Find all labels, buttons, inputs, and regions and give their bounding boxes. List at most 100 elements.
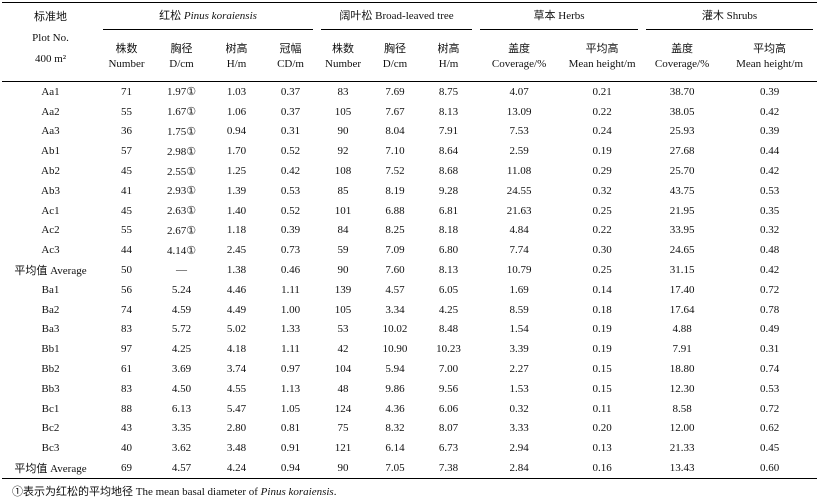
value-cell: 4.57 bbox=[154, 458, 209, 479]
value-cell: 6.06 bbox=[438, 402, 459, 415]
plot-cell: Bc1 bbox=[41, 402, 60, 415]
value-cell: 101 bbox=[334, 204, 352, 217]
value-cell: 5.94 bbox=[385, 363, 405, 376]
value-cell: 12.00 bbox=[669, 422, 695, 435]
value-cell: 4.18 bbox=[226, 343, 247, 356]
group-zh: 草本 bbox=[533, 9, 556, 22]
value-cell: 3.34 bbox=[385, 303, 405, 316]
value-cell: 1.33 bbox=[280, 323, 301, 336]
value-cell: 24.65 bbox=[669, 244, 695, 257]
group-zh: 阔叶松 bbox=[339, 9, 373, 22]
value-cell: 90 bbox=[317, 458, 370, 479]
plot-cell: Aa3 bbox=[41, 125, 60, 138]
value-cell: 4.25 bbox=[171, 343, 192, 356]
group-zh: 红松 bbox=[159, 9, 182, 22]
footnote-latin: Pinus koraiensis bbox=[260, 486, 334, 498]
value-cell: 0.39 bbox=[280, 224, 301, 237]
value-cell: 8.25 bbox=[385, 224, 405, 237]
value-cell: 8.13 bbox=[438, 105, 459, 118]
value-cell: 8.19 bbox=[385, 184, 405, 197]
column-header-line: 平均高 bbox=[753, 43, 787, 55]
value-cell: 7.60 bbox=[385, 264, 405, 277]
table-row: Ba3 83 5.72 5.02 1.33 53 10.02 8.48 1.54 0.19 4.88… bbox=[2, 320, 817, 340]
table-row: Bb3 83 4.50 4.55 1.13 48 9.86 9.56 1.53 0.15 12.30… bbox=[2, 379, 817, 399]
table-row: Ac3 44 4.14① 2.45 0.73 59 7.09 6.80 7.74 0.30 24.6… bbox=[2, 240, 817, 260]
value-cell: 1.97① bbox=[166, 86, 197, 99]
value-cell: 90 bbox=[337, 264, 349, 277]
value-cell: 0.44 bbox=[759, 145, 780, 158]
value-cell: 21.95 bbox=[669, 204, 695, 217]
value-cell: 6.81 bbox=[438, 204, 459, 217]
value-cell: 0.24 bbox=[592, 125, 612, 138]
value-cell: 11.08 bbox=[506, 165, 532, 178]
value-cell: 36 bbox=[121, 125, 132, 138]
value-cell: 0.53 bbox=[280, 184, 301, 197]
value-cell: 5.47 bbox=[226, 402, 247, 415]
value-cell: 44 bbox=[121, 244, 132, 257]
value-cell: 0.30 bbox=[592, 244, 612, 257]
value-cell: 0.32 bbox=[759, 224, 780, 237]
column-header-line: 冠幅 bbox=[279, 43, 302, 55]
value-cell: 56 bbox=[121, 283, 132, 296]
value-cell: 3.35 bbox=[171, 422, 192, 435]
value-cell: 21.63 bbox=[506, 204, 532, 217]
value-cell: 57 bbox=[121, 145, 132, 158]
value-cell: 7.91 bbox=[672, 343, 692, 356]
value-cell: 4.55 bbox=[226, 382, 247, 395]
column-header-line: 胸径 bbox=[384, 43, 407, 55]
value-cell: 61 bbox=[121, 363, 132, 376]
value-cell: 0.13 bbox=[592, 442, 612, 455]
value-cell: 0.53 bbox=[759, 184, 780, 197]
value-cell: 0.46 bbox=[280, 264, 301, 277]
plot-cell: 平均值 Average bbox=[14, 265, 87, 278]
value-cell: 1.13 bbox=[280, 382, 301, 395]
value-cell: 0.19 bbox=[592, 343, 612, 356]
plot-cell: Bb3 bbox=[41, 382, 60, 395]
column-header-line: Coverage/% bbox=[491, 58, 547, 70]
column-header: 平均高 Mean height/m bbox=[562, 33, 643, 82]
plot-header-line: 标准地 bbox=[34, 11, 67, 23]
column-header-line: 胸径 bbox=[170, 43, 193, 55]
value-cell: 0.52 bbox=[280, 145, 301, 158]
value-cell: 45 bbox=[121, 165, 132, 178]
value-cell: 7.52 bbox=[385, 165, 405, 178]
value-cell: 4.50 bbox=[171, 382, 192, 395]
value-cell: 17.40 bbox=[669, 283, 695, 296]
value-cell: 27.68 bbox=[669, 145, 695, 158]
table-row: Aa3 36 1.75① 0.94 0.31 90 8.04 7.91 7.53 0.24 25.9… bbox=[2, 122, 817, 142]
column-header-line: 盖度 bbox=[671, 43, 694, 55]
value-cell: 124 bbox=[334, 402, 352, 415]
value-cell: 2.80 bbox=[226, 422, 247, 435]
value-cell: 8.75 bbox=[438, 85, 459, 98]
value-cell: 1.11 bbox=[281, 343, 300, 356]
value-cell: 121 bbox=[334, 442, 352, 455]
value-cell: 59 bbox=[337, 244, 349, 257]
value-cell: 6.13 bbox=[171, 402, 192, 415]
value-cell: 5.24 bbox=[171, 283, 192, 296]
value-cell: 42 bbox=[337, 343, 349, 356]
plot-cell: Aa1 bbox=[41, 85, 60, 98]
table-row: Bc1 88 6.13 5.47 1.05 124 4.36 6.06 0.32 0.11 8.58… bbox=[2, 399, 817, 419]
value-cell: 1.18 bbox=[226, 224, 247, 237]
table-row: Bb2 61 3.69 3.74 0.97 104 5.94 7.00 2.27 0.15 18.8… bbox=[2, 359, 817, 379]
value-cell: 0.11 bbox=[592, 402, 612, 415]
column-header: 冠幅 CD/m bbox=[264, 33, 318, 82]
value-cell: 10.23 bbox=[436, 343, 461, 356]
value-cell: 4.24 bbox=[209, 458, 264, 479]
value-cell: 0.42 bbox=[759, 264, 780, 277]
value-cell: 18.80 bbox=[669, 363, 695, 376]
column-header: 盖度 Coverage/% bbox=[642, 33, 723, 82]
value-cell: 83 bbox=[337, 85, 349, 98]
group-header: 阔叶松 Broad-leaved tree bbox=[317, 2, 477, 33]
column-header-line: 平均高 bbox=[585, 43, 619, 55]
value-cell: 90 bbox=[337, 125, 349, 138]
value-cell: 55 bbox=[121, 105, 132, 118]
value-cell: 7.91 bbox=[438, 125, 459, 138]
value-cell: 2.45 bbox=[226, 244, 247, 257]
value-cell: 1.67① bbox=[166, 106, 197, 119]
value-cell: 8.64 bbox=[438, 145, 459, 158]
value-cell: 7.53 bbox=[509, 125, 529, 138]
plot-cell: Ba2 bbox=[41, 303, 60, 316]
column-header-line: Number bbox=[325, 58, 362, 70]
value-cell: 2.59 bbox=[509, 145, 529, 158]
